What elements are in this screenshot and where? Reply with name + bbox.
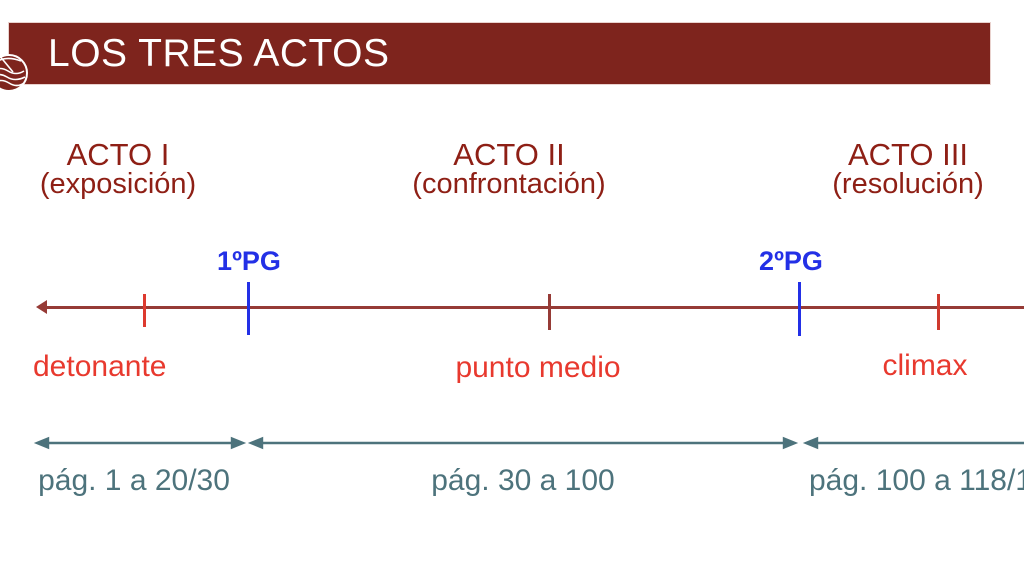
act-1-name: ACTO I: [66, 137, 170, 172]
act-1-pages-label: pág. 1 a 20/30: [38, 464, 230, 497]
act-1-heading: ACTO I (exposición): [10, 137, 226, 200]
title-bar: LOS TRES ACTOS: [0, 22, 991, 92]
plot-point-2-tick: [798, 282, 801, 336]
act-2-pages-label: pág. 30 a 100: [431, 464, 615, 497]
punto-medio-tick: [548, 294, 551, 330]
plot-point-2-label: 2ºPG: [759, 246, 823, 276]
plot-point-1-label: 1ºPG: [217, 246, 281, 276]
detonante-tick: [143, 294, 146, 327]
act-3-name: ACTO III: [847, 137, 968, 172]
timeline-start-arrowhead: [36, 300, 47, 314]
climax-label: climax: [882, 349, 968, 382]
slide-title: LOS TRES ACTOS: [48, 31, 390, 75]
circle-waves-logo-icon: [0, 54, 28, 92]
timeline-line: [44, 306, 1024, 309]
punto-medio-label: punto medio: [455, 351, 621, 384]
act-1-subtitle: (exposición): [39, 168, 197, 200]
act-3-heading: ACTO III (resolución): [778, 137, 1024, 200]
act-2-heading: ACTO II (confrontación): [379, 137, 639, 200]
detonante-label: detonante: [33, 350, 167, 383]
page-range-arrows: [33, 436, 1024, 450]
plot-point-1-tick: [247, 282, 250, 335]
act-2-subtitle: (confrontación): [412, 168, 606, 200]
act-3-subtitle: (resolución): [832, 168, 984, 200]
climax-tick: [937, 294, 940, 330]
act-2-name: ACTO II: [453, 137, 565, 172]
act-3-pages-label: pág. 100 a 118/120: [809, 464, 1024, 497]
